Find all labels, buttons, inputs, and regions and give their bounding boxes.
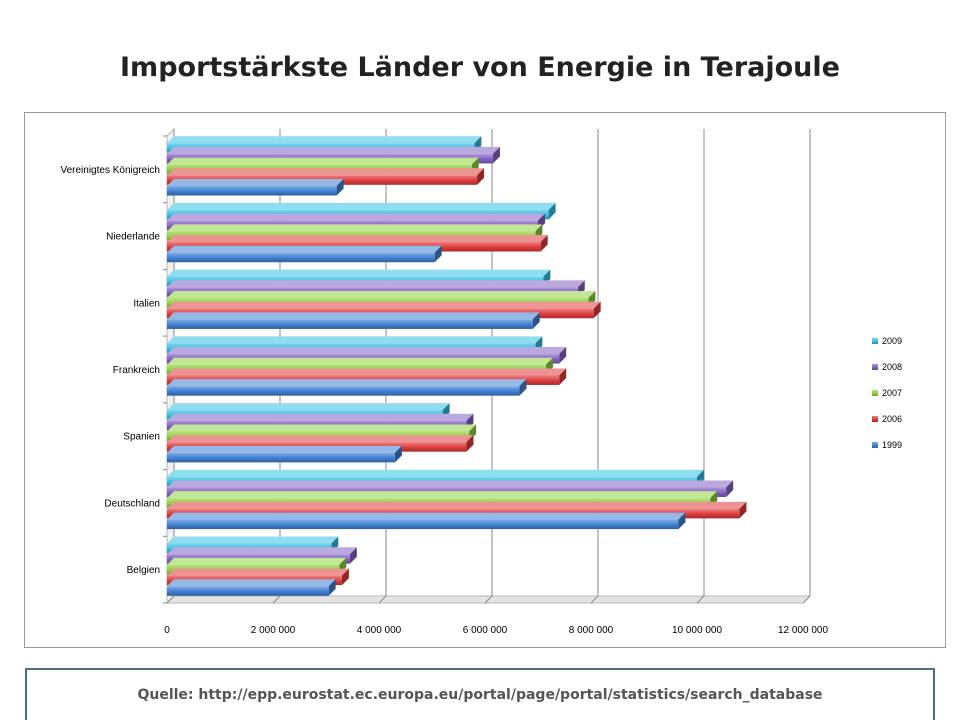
bar-end-2006: [739, 501, 747, 519]
bar-end-1999: [678, 512, 686, 530]
category-label: Frankreich: [113, 365, 160, 376]
bar-top-2008: [167, 146, 500, 154]
bar-1999-Deutschland: [167, 519, 679, 530]
bar-end-2008: [492, 146, 500, 164]
bar-1999-Belgien: [167, 586, 329, 596]
x-tick-label: 0: [164, 625, 170, 636]
bar-top-2008: [167, 213, 545, 221]
bar-chart: 0 2 000 000 4 000 000 6 000 000 8 000 000 10 …: [60, 127, 902, 636]
legend-label: 2006: [882, 414, 902, 424]
bar-end-1999: [394, 445, 402, 463]
category-label: Belgien: [127, 565, 160, 576]
x-tick-label: 4 000 000: [357, 625, 402, 636]
bar-top-2007: [167, 491, 718, 499]
bar-top-2008: [167, 413, 474, 421]
category-label: Deutschland: [104, 498, 160, 509]
bar-1999-Italien: [167, 319, 533, 329]
bar-end-2008: [726, 480, 734, 497]
bar-top-2007: [167, 424, 477, 432]
legend-label: 1999: [882, 440, 902, 450]
bar-top-1999: [167, 512, 686, 520]
bar-top-2006: [167, 568, 349, 576]
bar-end-2009: [548, 202, 556, 220]
bar-top-2007: [167, 291, 596, 299]
bar-1999-Vereinigtes Königreich: [167, 186, 337, 196]
bar-top-2006: [167, 368, 567, 376]
bar-top-1999: [167, 379, 527, 387]
bar-top-1999: [167, 445, 402, 453]
source-text: Quelle: http://epp.eurostat.ec.europa.eu…: [137, 687, 823, 703]
bar-top-2008: [167, 480, 734, 488]
legend-label: 2007: [882, 388, 902, 398]
bar-top-2009: [167, 536, 339, 544]
bar-1999-Niederlande: [167, 252, 435, 263]
gridline-floor: [484, 595, 493, 604]
bar-top-2007: [167, 557, 347, 565]
bar-end-2006: [559, 368, 567, 385]
category-label: Italien: [133, 298, 160, 309]
bar-end-1999: [532, 312, 540, 329]
bar-top-2009: [167, 336, 543, 344]
bar-end-2006: [540, 235, 548, 252]
bar-top-2006: [167, 301, 601, 309]
bar-top-2007: [167, 224, 543, 232]
bar-end-2006: [341, 568, 349, 586]
bar-end-2006: [477, 168, 485, 185]
legend-swatch-2006: [872, 416, 878, 422]
legend-swatch-2009: [872, 338, 878, 344]
gridline-floor: [166, 595, 175, 604]
bar-top-2006: [167, 235, 548, 243]
legend-label: 2009: [882, 336, 902, 346]
bar-top-2008: [167, 347, 567, 355]
bar-top-2008: [167, 547, 357, 555]
legend-swatch-2008: [872, 364, 878, 370]
bar-top-2007: [167, 357, 553, 365]
legend-swatch-2007: [872, 390, 878, 396]
bar-end-2006: [466, 435, 474, 452]
x-tick-label: 10 000 000: [672, 625, 722, 636]
category-label: Spanien: [123, 432, 160, 443]
bar-top-1999: [167, 179, 344, 187]
bar-top-2006: [167, 435, 474, 443]
bar-end-1999: [328, 579, 336, 596]
category-label: Vereinigtes Königreich: [60, 165, 160, 176]
bar-top-2006: [167, 501, 747, 509]
bar-top-1999: [167, 245, 442, 253]
bar-top-2007: [167, 157, 479, 165]
legend-swatch-1999: [872, 442, 878, 448]
bar-top-1999: [167, 312, 540, 320]
x-tick-label: 6 000 000: [463, 625, 508, 636]
bar-top-2008: [167, 280, 585, 288]
gridline-floor: [590, 595, 599, 604]
bar-top-2009: [167, 469, 704, 477]
bar-end-1999: [434, 245, 442, 263]
bar-end-1999: [519, 379, 527, 396]
bar-top-2009: [167, 136, 482, 144]
bar-end-2008: [559, 347, 567, 364]
bar-top-2009: [167, 403, 450, 411]
gridline-floor: [802, 595, 811, 604]
x-tick-label: 8 000 000: [569, 625, 614, 636]
gridline-floor: [696, 595, 705, 604]
slide-title: Importstärkste Länder von Energie in Ter…: [120, 52, 840, 83]
bar-1999-Spanien: [167, 452, 395, 463]
bar-top-2009: [167, 269, 551, 277]
source-box: Quelle: http://epp.eurostat.ec.europa.eu…: [25, 668, 935, 720]
gridline-floor: [378, 595, 387, 604]
bar-end-2008: [349, 547, 357, 564]
bar-1999-Frankreich: [167, 386, 520, 396]
x-tick-label: 12 000 000: [778, 625, 828, 636]
x-tick-label: 2 000 000: [251, 625, 296, 636]
bar-top-1999: [167, 579, 336, 587]
bar-top-2009: [167, 202, 556, 210]
legend-label: 2008: [882, 362, 902, 372]
bar-top-2006: [167, 168, 485, 176]
bar-end-2006: [593, 301, 601, 319]
bar-end-1999: [336, 179, 344, 196]
category-label: Niederlande: [106, 232, 160, 243]
gridline-floor: [272, 595, 281, 604]
